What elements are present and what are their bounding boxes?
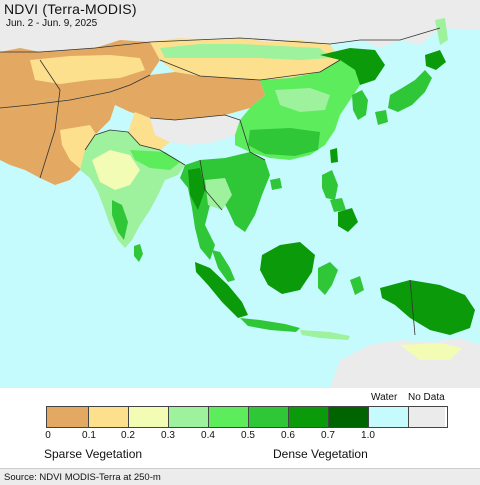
kazakh-steppe-region <box>30 55 145 84</box>
border-line <box>109 74 151 93</box>
border-line <box>0 27 441 53</box>
border-line <box>84 129 186 166</box>
philippines-luzon <box>322 170 338 200</box>
sulawesi <box>318 262 338 295</box>
border-line <box>149 114 241 121</box>
korea-peninsula <box>352 90 368 120</box>
tick-label: 0.7 <box>321 430 335 441</box>
japan-kyushu <box>375 110 388 125</box>
borneo <box>260 242 315 294</box>
sri-lanka <box>134 244 143 262</box>
tick-label: 0 <box>45 430 51 441</box>
tibet-plateau-nodata <box>150 115 240 145</box>
new-guinea <box>380 280 475 335</box>
tick-label: 0.2 <box>121 430 135 441</box>
date-range: Jun. 2 - Jun. 9, 2025 <box>6 18 98 29</box>
ndvi-map: NDVI (Terra-MODIS) Jun. 2 - Jun. 9, 2025 <box>0 0 480 388</box>
legend-nodata-label: No Data <box>408 392 445 403</box>
lesser-sunda <box>300 330 350 340</box>
north-china-plain <box>275 88 330 112</box>
swatch-2 <box>129 407 169 427</box>
sparse-vegetation-label: Sparse Vegetation <box>44 447 143 461</box>
swatch-4 <box>209 407 249 427</box>
tarim-gobi-desert <box>110 72 265 120</box>
mongolia-north-green <box>160 44 330 60</box>
dense-vegetation-label: Dense Vegetation <box>273 447 368 461</box>
maluku <box>350 276 364 295</box>
swatch-nodata <box>409 407 445 427</box>
australia-north-sparse <box>400 343 462 360</box>
myanmar-forest <box>188 168 205 210</box>
border-line <box>39 59 61 179</box>
swatch-6 <box>289 407 329 427</box>
border-line <box>159 59 341 81</box>
taiwan <box>330 148 338 163</box>
indochina-region <box>180 152 270 260</box>
japan-honshu <box>388 70 432 112</box>
tick-label: 0.6 <box>281 430 295 441</box>
swatch-5 <box>249 407 289 427</box>
source-text: Source: NDVI MODIS-Terra at 250-m <box>4 472 161 483</box>
tick-label: 0.4 <box>201 430 215 441</box>
india-sparse <box>92 150 140 190</box>
ndvi-color-scale <box>46 406 448 428</box>
siberia-nodata-region <box>0 0 480 52</box>
java <box>240 318 300 332</box>
country-borders <box>0 27 441 336</box>
thailand-sparse <box>205 178 232 210</box>
scale-ticks: 0 0.1 0.2 0.3 0.4 0.5 0.6 0.7 1.0 <box>0 430 480 444</box>
philippines-visayas <box>330 198 346 212</box>
philippines-mindanao <box>338 208 358 232</box>
border-line <box>239 119 266 161</box>
swatch-0 <box>47 407 89 427</box>
border-line <box>409 279 416 336</box>
swatch-3 <box>169 407 209 427</box>
map-title: NDVI (Terra-MODIS) <box>4 1 137 17</box>
border-line <box>0 91 111 109</box>
sakhalin-kamchatka <box>435 18 448 45</box>
tick-label: 0.1 <box>82 430 96 441</box>
map-canvas <box>0 0 480 388</box>
south-china-dark <box>248 128 320 156</box>
indo-gangetic-green <box>130 150 180 170</box>
swatch-1 <box>89 407 129 427</box>
western-ghats-green <box>112 200 128 240</box>
tibet-arid <box>128 112 170 150</box>
tick-label: 0.3 <box>161 430 175 441</box>
tick-label: 0.5 <box>241 430 255 441</box>
japan-hokkaido <box>425 50 446 70</box>
malay-peninsula <box>212 250 235 282</box>
northeast-china-forest <box>320 48 385 85</box>
hainan <box>270 178 282 190</box>
india-region <box>80 130 185 248</box>
border-line <box>199 159 223 211</box>
swatch-water <box>369 407 409 427</box>
sumatra <box>195 262 248 318</box>
legend-water-label: Water <box>371 392 398 403</box>
west-asia-desert <box>0 92 115 185</box>
source-footer: Source: NDVI MODIS-Terra at 250-m <box>0 468 480 485</box>
tick-label: 1.0 <box>361 430 375 441</box>
swatch-7 <box>329 407 369 427</box>
